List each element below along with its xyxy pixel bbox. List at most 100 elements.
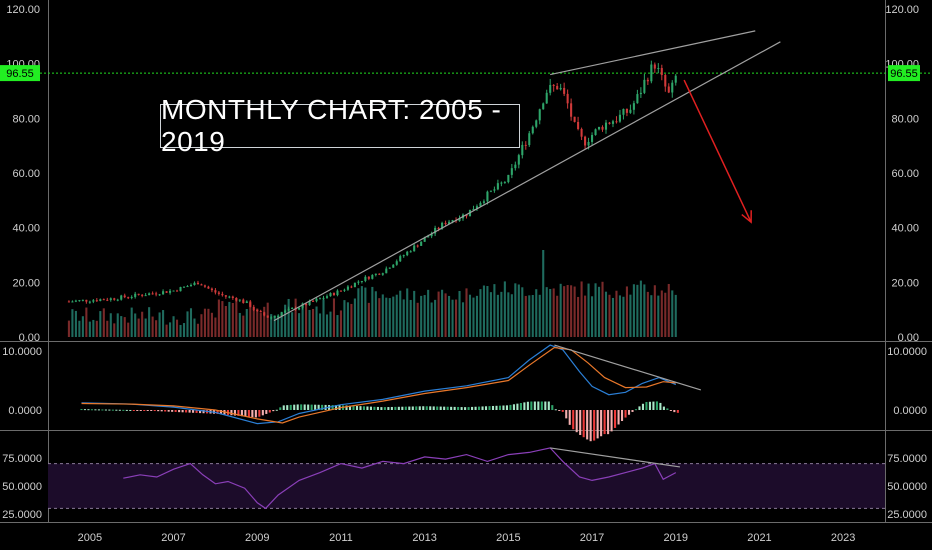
candle-body	[496, 183, 499, 190]
volume-bar	[350, 303, 353, 337]
macd-histogram-bar	[600, 410, 603, 437]
rsi-tick-label-left: 25.0000	[2, 509, 42, 521]
volume-bar	[500, 291, 503, 337]
volume-bar	[472, 297, 475, 337]
macd-histogram-bar	[505, 405, 509, 410]
candle-body	[284, 310, 287, 313]
candle-body	[385, 268, 388, 274]
candle-body	[378, 273, 381, 275]
candle-body	[252, 306, 255, 310]
candle-body	[409, 251, 412, 253]
volume-bar	[315, 306, 318, 337]
volume-bar	[542, 250, 545, 337]
candlesticks	[67, 60, 677, 320]
rsi-tick-label-right: 50.0000	[887, 481, 927, 493]
macd-histogram-bar	[638, 406, 641, 410]
macd-histogram-bar	[317, 404, 320, 410]
volume-bar	[109, 313, 112, 337]
volume-bar	[559, 283, 562, 337]
macd-histogram-bar	[321, 404, 324, 410]
candle-body	[563, 87, 566, 94]
candle-body	[622, 108, 625, 115]
macd-histogram-bar	[94, 409, 97, 411]
macd-histogram-bar	[390, 406, 393, 410]
macd-histogram-bar	[478, 406, 481, 410]
x-tick-label: 2009	[245, 532, 269, 544]
volume-bar	[123, 317, 126, 337]
candle-body	[109, 298, 112, 301]
macd-histogram-bar	[408, 406, 411, 410]
volume-bar	[545, 287, 548, 337]
rsi-tick-label-left: 50.0000	[2, 481, 42, 493]
candle-body	[566, 93, 569, 104]
candle-body	[217, 292, 220, 294]
macd-histogram-bar	[286, 405, 289, 410]
macd-histogram-bar	[443, 406, 446, 410]
volume-bar	[667, 283, 670, 337]
candle-body	[259, 311, 262, 313]
volume-bar	[179, 324, 182, 337]
candle-body	[123, 295, 126, 298]
candle-body	[291, 307, 294, 309]
candle-body	[308, 300, 311, 306]
volume-bar	[165, 324, 168, 337]
price-tick-label-right: 0.00	[898, 332, 919, 344]
volume-bar	[608, 294, 611, 337]
candle-body	[74, 300, 77, 302]
volume-bar	[238, 312, 241, 337]
candle-body	[413, 245, 416, 252]
price-tick-label-left: 20.00	[12, 277, 40, 289]
candle-body	[367, 276, 370, 279]
macd-histogram-bar	[369, 406, 372, 410]
volume-bar	[318, 313, 322, 337]
macd-histogram-bar	[620, 410, 624, 422]
candle-body	[322, 297, 325, 299]
macd-histogram-bar	[652, 401, 655, 410]
volume-bar	[413, 290, 416, 337]
axis-labels: 0.00 0.00 20.00 20.00 40.00 40.00 60.00 60.00 80…	[0, 4, 927, 544]
macd-histogram-bar	[572, 410, 575, 430]
macd-histogram-bar	[645, 401, 648, 410]
volume-bar	[444, 293, 447, 337]
candle-body	[577, 121, 580, 129]
x-tick-label: 2017	[580, 532, 604, 544]
volume-bar	[291, 312, 294, 337]
volume-bar	[256, 308, 259, 337]
volume-bar	[388, 298, 391, 337]
volume-bar	[503, 281, 506, 337]
volume-bar	[231, 303, 234, 337]
volume-bar	[336, 315, 339, 337]
candle-body	[270, 317, 273, 319]
macd-histogram-bar	[146, 410, 149, 411]
volume-bar	[451, 299, 454, 337]
candle-body	[430, 233, 433, 237]
macd-histogram-bar	[533, 401, 536, 410]
volume-bar	[308, 309, 311, 337]
macd-histogram-bar	[192, 410, 195, 413]
volume-bar	[507, 292, 510, 337]
price-marker-right: 96.55	[888, 65, 920, 82]
forecast-arrow-shaft	[683, 79, 752, 223]
volume-bar	[228, 301, 231, 337]
candle-body	[99, 299, 102, 301]
macd-histogram-bar	[160, 410, 163, 412]
candle-body	[371, 274, 374, 279]
rsi-tick-label-left: 75.0000	[2, 453, 42, 465]
candle-body	[85, 299, 88, 302]
x-tick-label: 2011	[329, 532, 353, 544]
volume-bar	[416, 302, 419, 337]
volume-bar	[357, 288, 360, 337]
candle-body	[315, 298, 318, 302]
volume-bar	[301, 303, 304, 337]
volume-bar	[207, 308, 210, 337]
candle-body	[158, 294, 161, 296]
candle-body	[67, 301, 70, 303]
candle-body	[120, 295, 123, 300]
macd-histogram-bar	[345, 405, 348, 410]
macd-histogram-bar	[104, 409, 107, 411]
volume-bar	[434, 299, 437, 337]
volume-bar	[175, 319, 179, 337]
macd-histogram-bar	[90, 409, 93, 411]
volume-bar	[312, 308, 315, 337]
